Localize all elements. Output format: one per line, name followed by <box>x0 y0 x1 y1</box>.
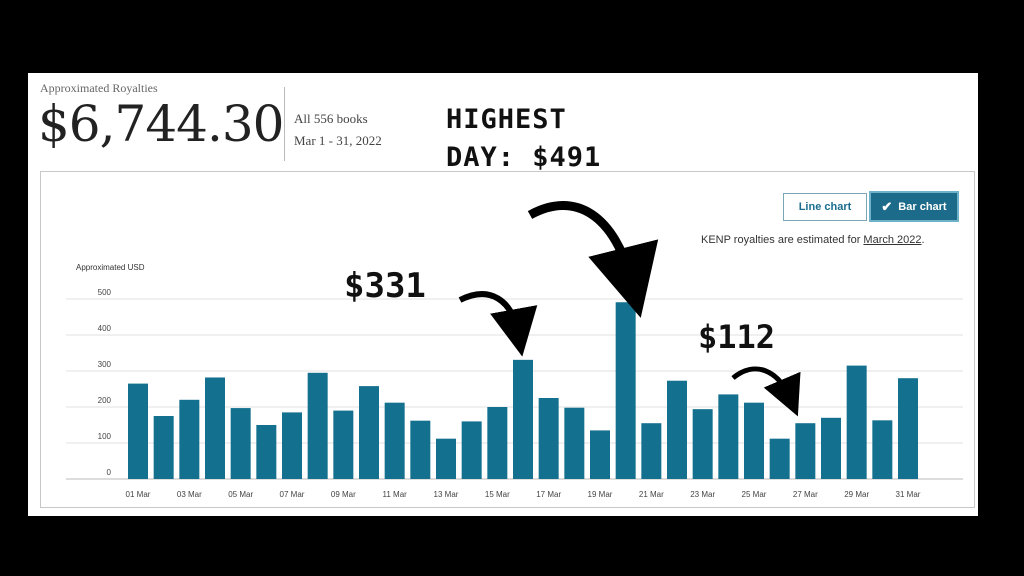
bar <box>513 359 533 479</box>
bar <box>692 409 713 479</box>
x-tick-label: 11 Mar <box>383 490 408 499</box>
annotation-331: $331 <box>344 266 426 306</box>
x-tick-label: 27 Mar <box>793 490 818 499</box>
bar-chart-button[interactable]: ✔ Bar chart <box>869 191 959 222</box>
checkmark-icon: ✔ <box>881 198 893 214</box>
bar <box>410 420 431 479</box>
x-tick-label: 25 Mar <box>742 490 767 499</box>
x-tick-label: 21 Mar <box>639 490 664 499</box>
y-tick-label: 100 <box>98 432 112 441</box>
bar <box>769 438 790 479</box>
x-tick-label: 17 Mar <box>536 490 561 499</box>
bar <box>436 438 456 479</box>
bar-chart-label: Bar chart <box>898 200 947 213</box>
royalty-label: Approximated Royalties <box>40 81 158 95</box>
annotation-112: $112 <box>698 318 776 356</box>
chart-container: Line chart ✔ Bar chart KENP royalties ar… <box>40 171 975 508</box>
royalty-amount: $6,744.30 <box>38 95 284 153</box>
annotation-highest-line2: DAY: $491 <box>446 142 602 173</box>
x-tick-label: 13 Mar <box>434 490 459 499</box>
x-tick-label: 01 Mar <box>126 490 151 499</box>
x-tick-label: 19 Mar <box>588 490 613 499</box>
x-tick-label: 05 Mar <box>228 490 253 499</box>
kenp-note-period: . <box>921 234 925 246</box>
x-tick-label: 23 Mar <box>690 490 715 499</box>
bar <box>384 402 405 479</box>
bar <box>590 430 610 479</box>
kenp-note-text: KENP royalties are estimated for <box>701 234 864 246</box>
bar <box>307 372 328 479</box>
bar <box>821 417 841 479</box>
bar <box>153 416 174 479</box>
y-axis-label: Approximated USD <box>76 263 145 272</box>
bar <box>744 402 764 479</box>
bar <box>667 380 687 479</box>
bar <box>615 302 636 479</box>
bar <box>538 398 559 479</box>
bar <box>256 425 277 479</box>
date-range: Mar 1 - 31, 2022 <box>294 133 382 148</box>
bar <box>205 377 225 479</box>
y-tick-label: 500 <box>98 288 112 297</box>
bar <box>795 423 816 479</box>
bar <box>898 378 918 479</box>
bar <box>641 423 662 479</box>
annotation-highest-line1: HIGHEST <box>446 104 567 135</box>
bar <box>230 408 251 479</box>
y-tick-label: 400 <box>98 324 112 333</box>
bar <box>718 394 739 479</box>
x-tick-label: 15 Mar <box>485 490 510 499</box>
y-tick-label: 0 <box>107 468 112 477</box>
x-tick-label: 31 Mar <box>896 490 921 499</box>
x-tick-label: 03 Mar <box>177 490 202 499</box>
kenp-month-link[interactable]: March 2022 <box>863 234 922 246</box>
bar <box>282 412 302 479</box>
y-tick-label: 200 <box>98 396 112 405</box>
bar <box>359 386 379 479</box>
x-tick-label: 07 Mar <box>280 490 305 499</box>
bar <box>564 407 585 479</box>
kenp-note: KENP royalties are estimated for March 2… <box>701 234 925 246</box>
header-divider <box>284 87 285 161</box>
books-count: All 556 books <box>294 111 368 126</box>
bar <box>872 420 893 479</box>
bar <box>128 383 148 479</box>
x-tick-label: 29 Mar <box>844 490 869 499</box>
bar <box>487 407 508 479</box>
bar <box>333 410 354 479</box>
x-tick-label: 09 Mar <box>331 490 356 499</box>
line-chart-button[interactable]: Line chart <box>783 193 867 221</box>
bar <box>179 399 200 479</box>
bar <box>846 365 867 479</box>
y-tick-label: 300 <box>98 360 112 369</box>
bar <box>461 421 482 479</box>
